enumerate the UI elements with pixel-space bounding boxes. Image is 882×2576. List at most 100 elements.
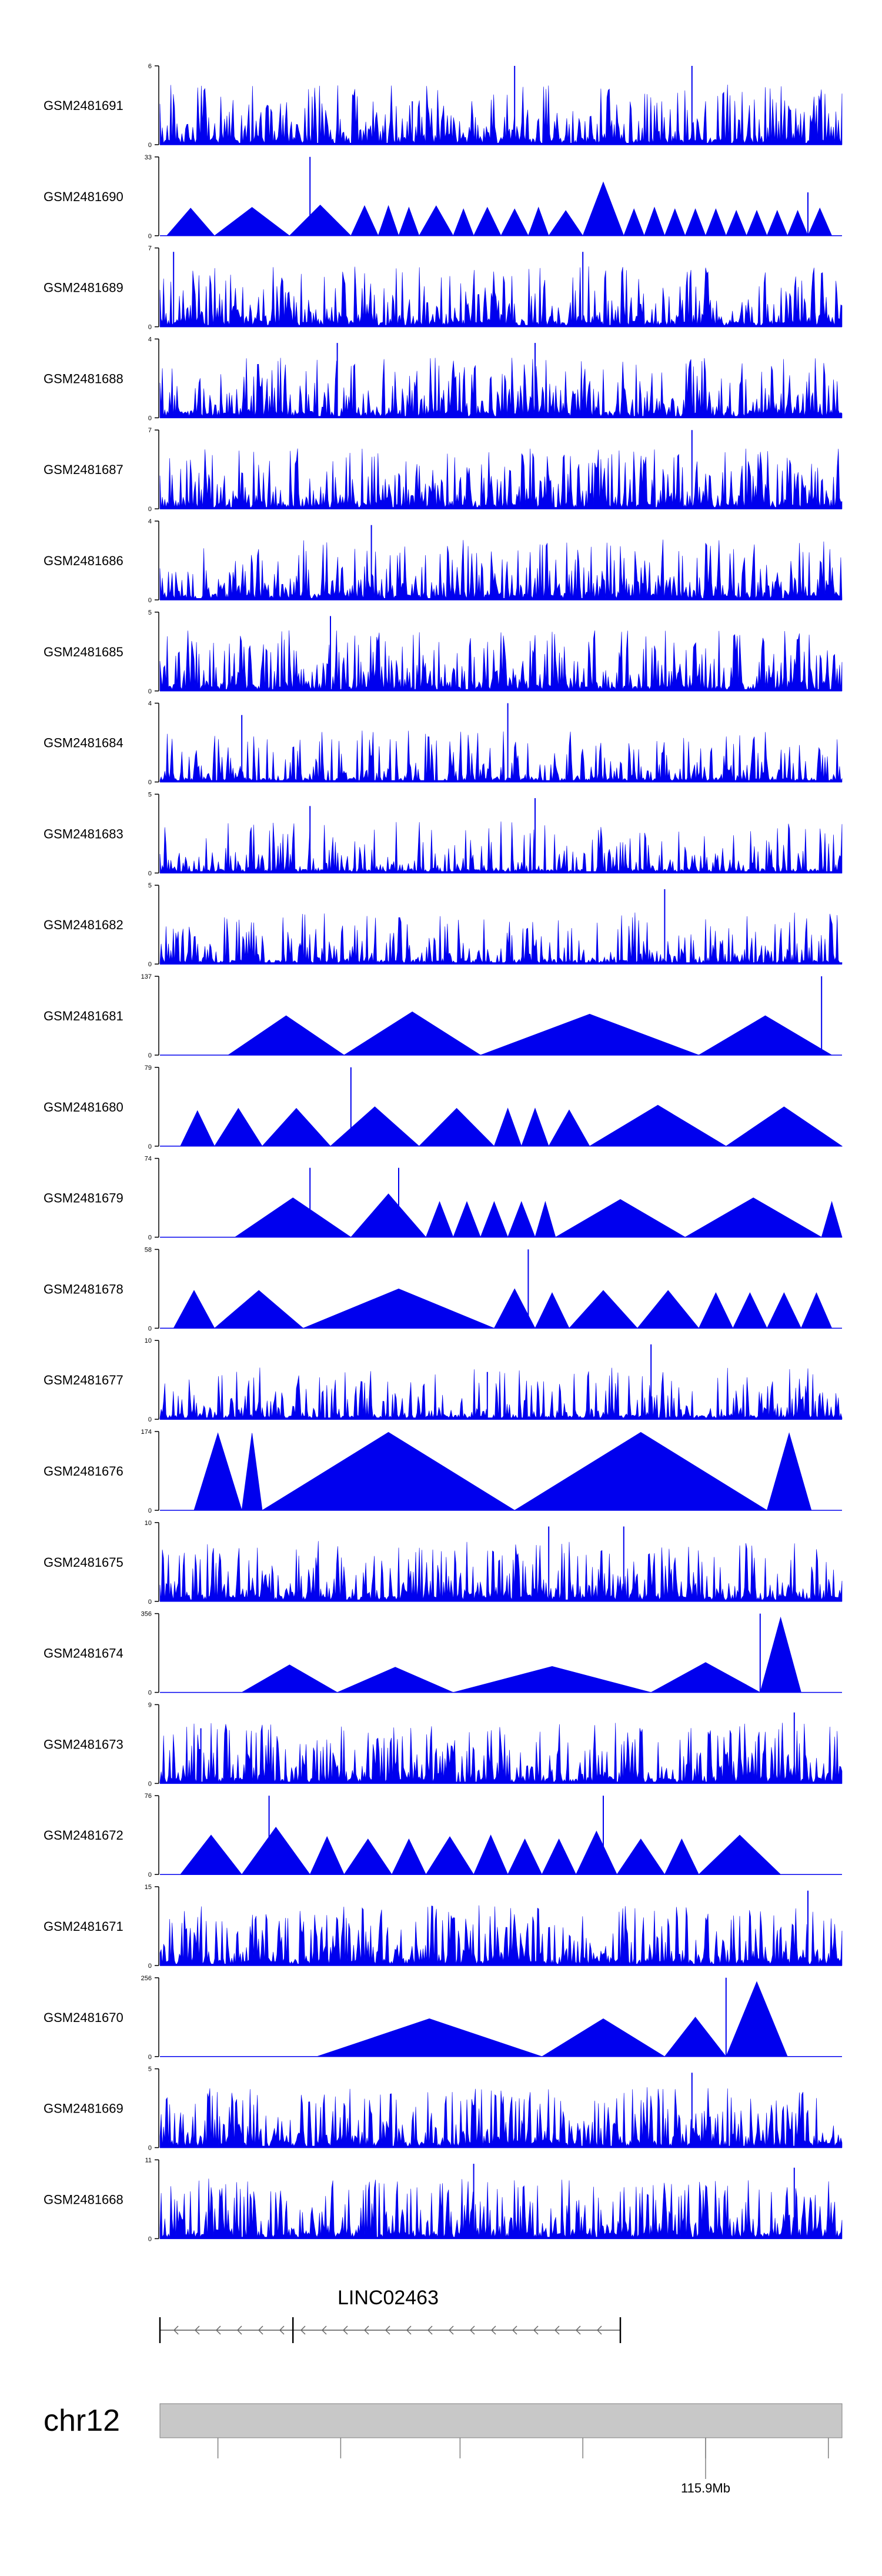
coverage-triangle	[507, 1838, 543, 1875]
coverage-area	[159, 2087, 843, 2148]
coverage-area	[159, 539, 843, 600]
coverage-triangle	[766, 1292, 802, 1329]
track-GSM2481689: GSM2481689 7 0	[44, 245, 843, 331]
ymin-label: 0	[148, 2235, 152, 2243]
coverage-triangle	[664, 1838, 700, 1875]
ymax-label: 15	[145, 1884, 152, 1891]
coverage-triangle	[548, 1109, 590, 1147]
track-GSM2481683: GSM2481683 5 0	[44, 791, 843, 877]
coverage-triangle	[541, 1838, 577, 1875]
track-GSM2481678: GSM2481678 58 0	[44, 1246, 842, 1332]
track-label: GSM2481668	[44, 2192, 123, 2207]
ymax-label: 6	[148, 63, 152, 70]
coverage-triangle	[350, 205, 379, 236]
track-label: GSM2481687	[44, 462, 123, 477]
ymax-label: 58	[145, 1246, 152, 1253]
coverage-triangle	[241, 1433, 263, 1511]
track-label: GSM2481686	[44, 553, 123, 568]
strand-arrow	[533, 2325, 539, 2335]
coverage-triangle	[377, 205, 399, 236]
coverage-triangle	[453, 1201, 481, 1237]
coverage-triangle	[541, 2018, 666, 2057]
coverage-area	[159, 1723, 843, 1784]
ymin-label: 0	[148, 1963, 152, 1970]
ymax-label: 10	[145, 1520, 152, 1527]
ymin-label: 0	[148, 688, 152, 695]
ymin-label: 0	[148, 1507, 152, 1514]
coverage-triangle	[534, 1200, 556, 1237]
ymax-label: 356	[141, 1611, 152, 1618]
ymin-label: 0	[148, 1690, 152, 1697]
coverage-triangle	[309, 1836, 345, 1875]
coverage-triangle	[329, 1106, 420, 1147]
track-label: GSM2481676	[44, 1464, 123, 1479]
strand-arrow	[490, 2325, 496, 2335]
track-label: GSM2481677	[44, 1373, 123, 1387]
coverage-triangle	[821, 1200, 843, 1237]
coverage-triangle	[746, 209, 767, 236]
coverage-area	[159, 1367, 843, 1420]
track-label: GSM2481690	[44, 189, 123, 204]
coverage-triangle	[480, 1013, 699, 1056]
ymin-label: 0	[148, 961, 152, 968]
coverage-triangle	[766, 209, 788, 236]
track-GSM2481685: GSM2481685 5 0	[44, 609, 843, 695]
chromosome-bar	[159, 2403, 843, 2438]
track-label: GSM2481679	[44, 1191, 123, 1206]
coverage-triangle	[698, 1292, 734, 1329]
coverage-triangle	[213, 1290, 304, 1329]
coverage-triangle	[500, 208, 529, 236]
coverage-triangle	[473, 206, 502, 236]
coverage-triangle	[800, 1292, 833, 1329]
coverage-triangle	[473, 1834, 509, 1875]
coverage-triangle	[548, 210, 583, 236]
coverage-triangle	[425, 1201, 454, 1237]
strand-arrow	[406, 2325, 412, 2335]
track-GSM2481681: GSM2481681 137 0	[44, 973, 842, 1059]
ymin-label: 0	[148, 1143, 152, 1150]
track-label: GSM2481669	[44, 2101, 123, 2116]
chromosome-ideogram: chr12 115.9Mb	[44, 2403, 843, 2495]
track-label: GSM2481685	[44, 645, 123, 659]
coverage-triangle	[398, 206, 420, 236]
coverage-triangle	[213, 207, 290, 236]
coverage-triangle	[303, 1288, 495, 1329]
ymin-label: 0	[148, 870, 152, 877]
coverage-triangle	[766, 1432, 812, 1511]
coverage-triangle	[589, 1105, 727, 1147]
coverage-triangle	[725, 1106, 843, 1147]
ymin-label: 0	[148, 142, 152, 149]
track-label: GSM2481682	[44, 917, 123, 932]
track-GSM2481675: GSM2481675 10 0	[44, 1520, 843, 1606]
track-GSM2481677: GSM2481677 10 0	[44, 1337, 843, 1423]
ymin-label: 0	[148, 1416, 152, 1423]
coverage-area	[159, 730, 843, 782]
coverage-triangle	[684, 208, 706, 236]
track-label: GSM2481684	[44, 736, 123, 750]
coverage-triangle	[480, 1201, 509, 1237]
strand-arrow	[300, 2325, 306, 2335]
track-GSM2481688: GSM2481688 4 0	[44, 336, 843, 422]
coverage-triangle	[651, 1662, 760, 1693]
track-GSM2481680: GSM2481680 79 0	[44, 1065, 843, 1150]
track-label: GSM2481674	[44, 1646, 123, 1661]
track-label: GSM2481673	[44, 1737, 123, 1751]
coverage-triangle	[214, 1107, 263, 1147]
ymax-label: 256	[141, 1975, 152, 1982]
coverage-triangle	[726, 1981, 788, 2057]
ymin-label: 0	[148, 1871, 152, 1878]
ymax-label: 5	[148, 882, 152, 889]
ymax-label: 4	[148, 700, 152, 708]
position-label: 115.9Mb	[681, 2481, 730, 2495]
ymin-label: 0	[148, 324, 152, 331]
coverage-triangle	[732, 1292, 768, 1329]
coverage-triangle	[698, 1834, 781, 1875]
strand-arrow	[279, 2325, 285, 2335]
coverage-triangle	[343, 1011, 482, 1056]
coverage-triangle	[179, 1834, 243, 1875]
track-label: GSM2481675	[44, 1555, 123, 1570]
ymax-label: 5	[148, 791, 152, 798]
coverage-triangle	[453, 1666, 652, 1693]
coverage-triangle	[240, 1664, 339, 1693]
coverage-triangle	[623, 208, 645, 236]
